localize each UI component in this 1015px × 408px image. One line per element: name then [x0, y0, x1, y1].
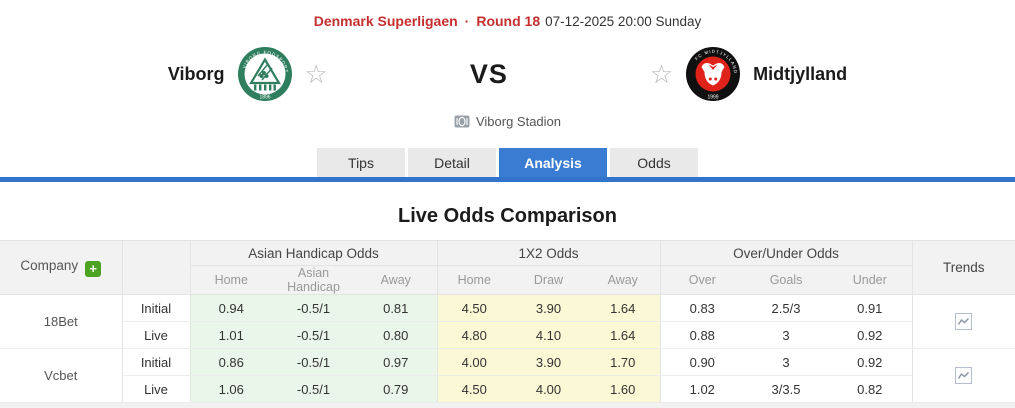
ou-goals-header: Goals — [744, 265, 829, 295]
ah-home-header: Home — [189, 265, 272, 295]
table-row: 18Bet Initial 0.94 -0.5/1 0.81 4.50 3.90… — [0, 294, 1015, 349]
vs-label: VS — [469, 58, 508, 89]
odds-value: 4.80 — [436, 321, 511, 349]
odds-value: -0.5/1 — [272, 294, 355, 322]
odds-value: 3 — [744, 321, 829, 349]
odds-value: 2.5/3 — [744, 294, 829, 322]
tab-analysis[interactable]: Analysis — [499, 148, 607, 177]
odds-value: 1.02 — [659, 375, 745, 403]
ou-over-header: Over — [659, 265, 745, 295]
row-state-label: Initial — [121, 348, 190, 376]
teams-row: Viborg VIBORG FODSPORTS FORENING 1896 ☆ … — [0, 38, 1015, 110]
table-row: Live 1.06 -0.5/1 0.79 4.50 4.00 1.60 1.0… — [0, 375, 1015, 403]
trends-cell — [911, 294, 1015, 349]
tab-detail[interactable]: Detail — [408, 148, 496, 177]
dot-separator: · — [464, 13, 470, 29]
odds-value: 1.01 — [189, 321, 272, 349]
row-state-label: Live — [121, 375, 190, 403]
odds-value: 1.70 — [586, 348, 661, 376]
home-team-logo: VIBORG FODSPORTS FORENING 1896 — [237, 46, 292, 101]
odds-value: 0.81 — [355, 294, 437, 322]
x12-group-header: 1X2 Odds — [436, 240, 661, 266]
odds-value: -0.5/1 — [272, 348, 355, 376]
odds-value: 0.92 — [828, 321, 913, 349]
odds-value: 4.10 — [511, 321, 586, 349]
bottom-divider — [0, 403, 1015, 408]
table-row: Vcbet Initial 0.86 -0.5/1 0.97 4.00 3.90… — [0, 348, 1015, 403]
odds-value: 1.06 — [189, 375, 272, 403]
company-header-label: Company — [20, 258, 79, 273]
venue-row: Viborg Stadion — [0, 111, 1015, 131]
odds-value: -0.5/1 — [272, 375, 355, 403]
table-row: Live 1.01 -0.5/1 0.80 4.80 4.10 1.64 0.8… — [0, 321, 1015, 349]
odds-value: 3/3.5 — [744, 375, 829, 403]
row-state-label: Initial — [121, 294, 190, 322]
active-tab-underline — [0, 177, 1015, 182]
odds-value: 4.50 — [436, 294, 511, 322]
odds-value: 4.50 — [436, 375, 511, 403]
home-team-name: Viborg — [167, 63, 225, 84]
odds-value: 0.90 — [659, 348, 745, 376]
odds-value: -0.5/1 — [272, 321, 355, 349]
home-logo-year: 1896 — [259, 95, 270, 101]
x12-away-header: Away — [586, 265, 661, 295]
odds-value: 1.64 — [586, 321, 661, 349]
tab-tips[interactable]: Tips — [317, 148, 405, 177]
trends-column-header: Trends — [911, 240, 1015, 295]
round-label: Round 18 — [476, 13, 541, 29]
add-company-button[interactable]: + — [85, 261, 102, 277]
x12-home-header: Home — [436, 265, 511, 295]
tab-odds[interactable]: Odds — [610, 148, 698, 177]
company-name: Vcbet — [0, 348, 122, 403]
venue-name: Viborg Stadion — [475, 113, 562, 129]
odds-value: 3 — [744, 348, 829, 376]
away-team-name: Midtjylland — [753, 63, 848, 84]
odds-value: 0.88 — [659, 321, 745, 349]
away-favorite-star-icon[interactable]: ☆ — [649, 59, 674, 89]
row-state-label: Live — [121, 321, 190, 349]
trend-chart-icon[interactable] — [955, 367, 973, 385]
ah-away-header: Away — [355, 265, 437, 295]
away-logo-year: 1999 — [708, 95, 719, 101]
table-sub-header-row: Home Asian Handicap Away Home Draw Away … — [0, 265, 1015, 295]
odds-value: 0.91 — [828, 294, 913, 322]
company-name: 18Bet — [0, 294, 122, 349]
odds-value: 0.83 — [659, 294, 745, 322]
odds-value: 0.94 — [189, 294, 272, 322]
odds-value: 0.86 — [189, 348, 272, 376]
asian-handicap-group-header: Asian Handicap Odds — [189, 240, 437, 266]
odds-value: 0.82 — [828, 375, 913, 403]
odds-value: 0.97 — [355, 348, 437, 376]
ah-handicap-header: Asian Handicap — [272, 265, 355, 295]
section-title: Live Odds Comparison — [398, 205, 617, 227]
odds-value: 1.60 — [586, 375, 661, 403]
odds-value: 3.90 — [511, 348, 586, 376]
odds-value: 0.92 — [828, 348, 913, 376]
trends-cell — [911, 348, 1015, 403]
odds-value: 4.00 — [436, 348, 511, 376]
table-group-header-row: Company + Asian Handicap Odds 1X2 Odds Ov… — [0, 240, 1015, 295]
live-odds-table: Company + Asian Handicap Odds 1X2 Odds Ov… — [0, 240, 1015, 403]
away-team-logo: FC MIDTJYLLAND 1999 — [686, 47, 741, 101]
odds-value: 0.80 — [355, 321, 437, 349]
over-under-group-header: Over/Under Odds — [659, 240, 913, 266]
x12-draw-header: Draw — [511, 265, 586, 295]
state-column-header — [121, 240, 190, 295]
ou-under-header: Under — [828, 265, 913, 295]
company-column-header: Company + — [0, 240, 122, 295]
trend-chart-icon[interactable] — [955, 313, 973, 331]
stadium-icon — [454, 115, 470, 127]
match-header: Denmark Superligaen · Round 18 07-12-2025 2… — [0, 0, 1015, 32]
league-name: Denmark Superligaen — [313, 13, 458, 29]
match-datetime: 07-12-2025 20:00 Sunday — [545, 14, 702, 29]
home-favorite-star-icon[interactable]: ☆ — [304, 59, 328, 89]
odds-value: 1.64 — [586, 294, 661, 322]
odds-value: 3.90 — [511, 294, 586, 322]
odds-value: 0.79 — [355, 375, 437, 403]
tab-bar: Tips Detail Analysis Odds — [0, 148, 1015, 177]
odds-value: 4.00 — [511, 375, 586, 403]
